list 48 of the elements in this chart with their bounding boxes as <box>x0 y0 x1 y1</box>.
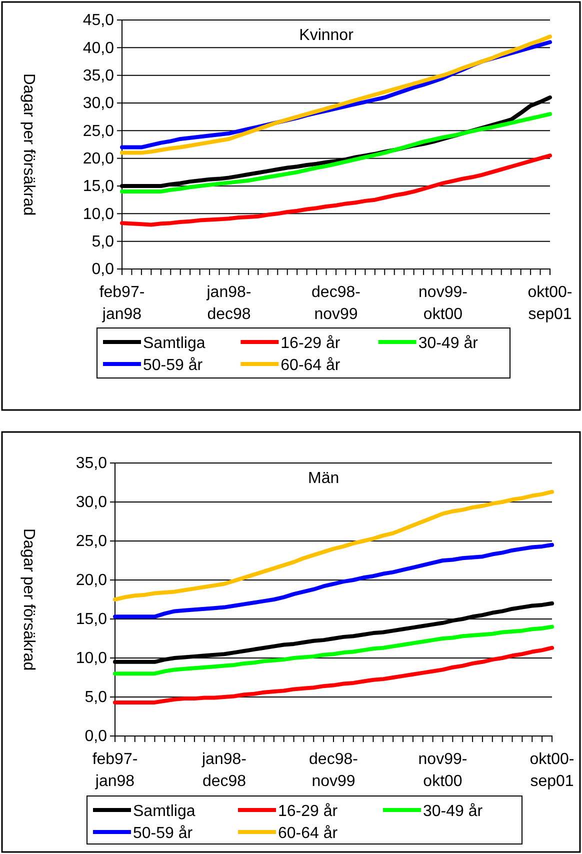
x-tick-label: okt00-sep01 <box>530 751 574 790</box>
line-series <box>113 490 554 602</box>
line-series <box>120 154 552 227</box>
y-tick-label: 5,0 <box>92 233 114 250</box>
y-tick-label: 20,0 <box>82 150 114 168</box>
chart-title: Män <box>308 470 340 487</box>
x-tick-label: jan98-dec98 <box>201 751 246 790</box>
line-series <box>113 542 554 619</box>
y-tick-label: 45,0 <box>82 12 114 30</box>
legend-label: 16-29 år <box>278 803 338 820</box>
legend-label: 30-49 år <box>423 803 484 820</box>
line-series <box>113 624 554 676</box>
x-tick-label: jan98-dec98 <box>206 284 252 323</box>
y-tick-label: 15,0 <box>76 611 108 628</box>
y-tick-label: 30,0 <box>76 494 108 512</box>
chart-title: Kvinnor <box>299 27 354 44</box>
x-tick-label: dec98-nov99 <box>312 284 360 323</box>
x-tick-label: dec98-nov99 <box>309 751 358 790</box>
y-tick-label: 35,0 <box>82 67 114 84</box>
legend-label: 60-64 år <box>278 825 338 842</box>
line-series <box>120 112 552 194</box>
legend-label: 30-49 år <box>418 335 479 352</box>
legend-label: 50-59 år <box>133 825 194 842</box>
y-tick-label: 35,0 <box>76 455 108 472</box>
y-tick-label: 0,0 <box>92 261 114 278</box>
y-tick-label: 25,0 <box>82 122 114 140</box>
legend-label: Samtliga <box>133 803 196 820</box>
x-tick-label: nov99-okt00 <box>418 284 468 323</box>
legend-label: 16-29 år <box>280 335 341 352</box>
y-tick-label: 30,0 <box>82 95 114 112</box>
legend-label: Samtliga <box>143 335 206 352</box>
y-tick-label: 0,0 <box>84 728 108 746</box>
x-tick-label: nov99-okt00 <box>418 751 468 790</box>
x-tick-label: feb97-jan98 <box>92 751 138 790</box>
y-tick-label: 5,0 <box>84 689 108 706</box>
y-tick-label: 20,0 <box>76 572 108 590</box>
y-tick-label: 25,0 <box>76 533 108 550</box>
x-tick-label: okt00-sep01 <box>528 284 572 323</box>
line-series <box>113 646 554 704</box>
y-tick-label: 15,0 <box>82 178 114 196</box>
y-tick-label: 10,0 <box>82 206 114 223</box>
y-axis-title: Dagar per försäkrad <box>20 528 37 671</box>
y-tick-label: 10,0 <box>76 650 108 668</box>
y-tick-label: 40,0 <box>82 40 114 57</box>
legend-label: 60-64 år <box>280 357 341 374</box>
legend-label: 50-59 år <box>143 357 204 374</box>
x-tick-label: feb97-jan98 <box>99 284 145 323</box>
y-axis-title: Dagar per försäkrad <box>20 73 37 216</box>
